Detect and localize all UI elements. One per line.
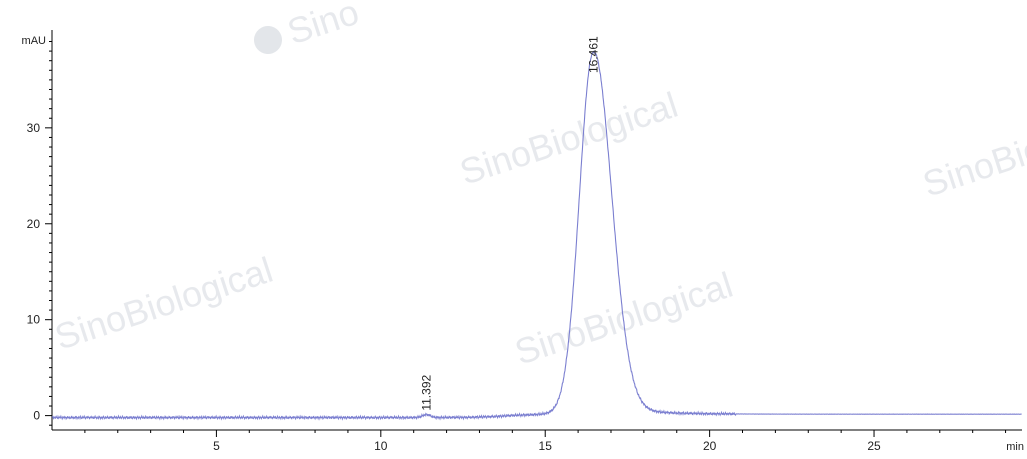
x-tick-label: 25	[867, 439, 881, 453]
y-tick-label: 0	[33, 409, 40, 423]
x-minor-ticks	[84, 430, 1007, 433]
watermark-text: SinoBiological	[455, 84, 683, 193]
x-tick-label: 15	[539, 439, 553, 453]
y-minor-ticks	[49, 41, 52, 426]
chromatogram-trace	[52, 50, 1022, 421]
watermark-logo-text: Sino	[282, 0, 363, 52]
x-unit-label: min	[1006, 441, 1024, 453]
watermark-group: Sino SinoBiological SinoBiological SinoB…	[50, 0, 1027, 373]
peak-label: 11.392	[420, 375, 434, 411]
x-tick-label: 5	[213, 439, 220, 453]
peak-labels: 11.392 16.461	[420, 36, 601, 411]
y-tick-label: 10	[27, 313, 41, 327]
watermark-logo: Sino	[254, 0, 364, 54]
peak-label: 16.461	[586, 36, 600, 73]
y-major-ticks: 0 10 20 30	[27, 121, 52, 423]
x-tick-label: 20	[703, 439, 717, 453]
y-tick-label: 20	[27, 217, 41, 231]
watermark-logo-icon	[254, 26, 282, 54]
x-tick-label: 10	[374, 439, 388, 453]
watermark-text: SinoBiological	[918, 96, 1027, 205]
y-unit-label: mAU	[22, 35, 47, 47]
watermark-text: SinoBiological	[50, 249, 278, 358]
x-major-ticks: 5 10 15 20 25	[213, 430, 881, 453]
y-tick-label: 30	[27, 121, 41, 135]
